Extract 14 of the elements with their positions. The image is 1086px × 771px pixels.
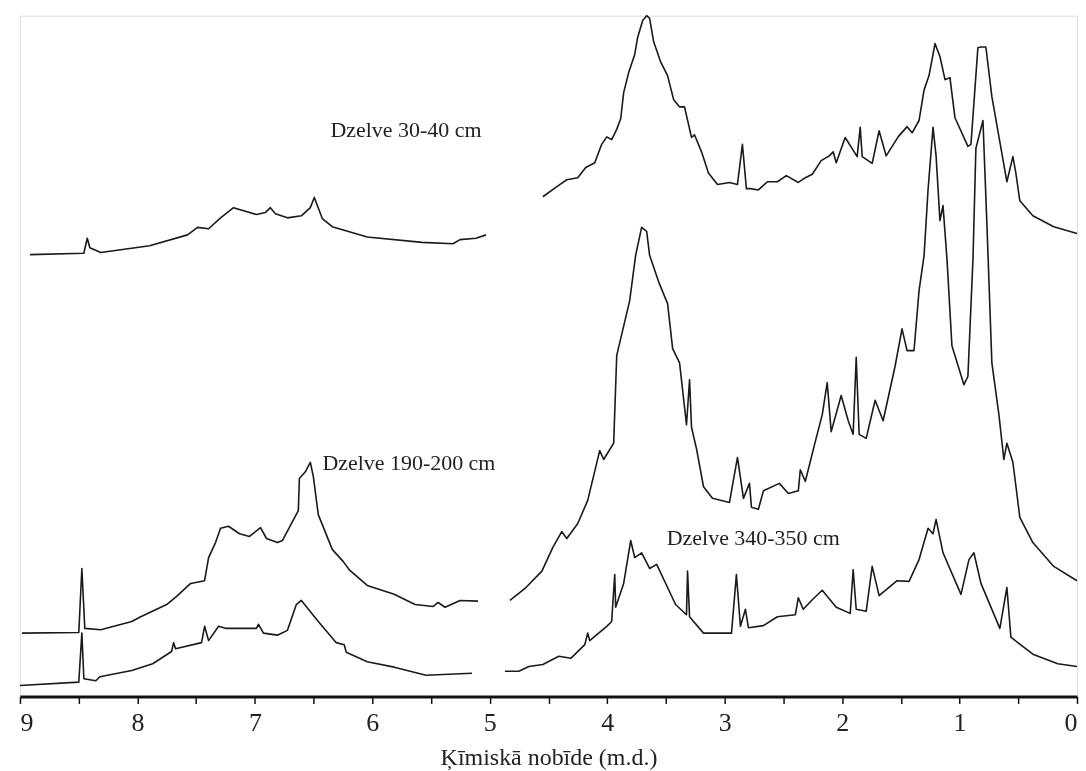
x-tick-label: 5 xyxy=(483,707,497,737)
x-tick-label: 0 xyxy=(1064,707,1078,737)
series-label: Dzelve 340-350 cm xyxy=(666,524,840,550)
x-axis-title: Ķīmiskā nobīde (m.d.) xyxy=(440,743,658,771)
x-tick-label: 6 xyxy=(366,707,380,737)
x-tick-label: 8 xyxy=(131,707,145,737)
text: Dzelve 30-40 cm xyxy=(330,117,482,143)
x-tick-label: 4 xyxy=(601,707,615,737)
series-label: Dzelve 190-200 cm xyxy=(322,449,496,475)
x-tick-label: 2 xyxy=(836,707,850,737)
x-tick-label: 3 xyxy=(718,707,732,737)
x-tick-label: 1 xyxy=(953,707,967,737)
x-tick-label: 9 xyxy=(20,707,34,737)
x-tick-label: 7 xyxy=(248,707,262,737)
